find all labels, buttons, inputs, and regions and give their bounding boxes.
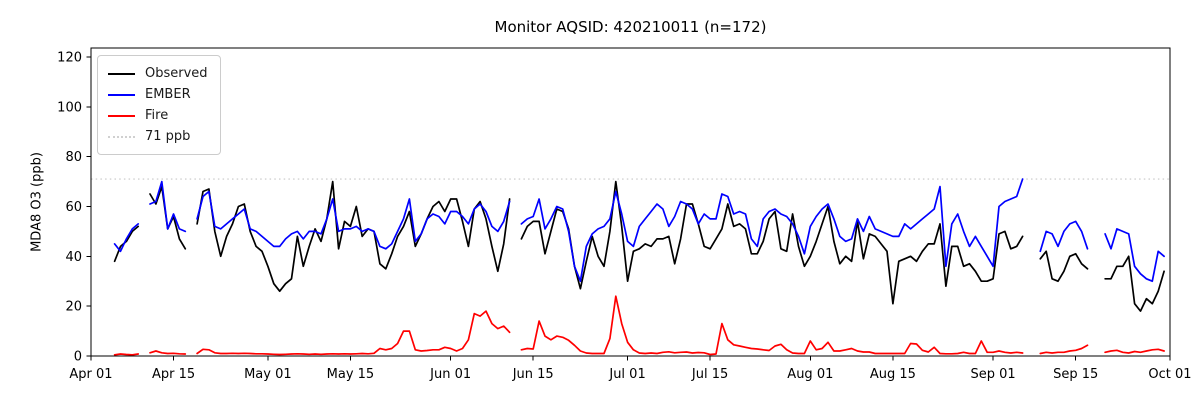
y-tick-label: 100 xyxy=(57,100,82,115)
x-tick-label: Jul 15 xyxy=(691,367,728,382)
x-tick-label: Apr 15 xyxy=(152,367,195,382)
y-tick-label: 0 xyxy=(74,350,82,365)
y-tick-label: 120 xyxy=(57,50,82,65)
x-tick-label: Sep 15 xyxy=(1053,367,1098,382)
x-tick-label: May 01 xyxy=(244,367,292,382)
fire-line xyxy=(113,295,1165,356)
legend-item-threshold: 71 ppb xyxy=(108,126,208,147)
x-tick-label: May 15 xyxy=(327,367,375,382)
y-tick-label: 60 xyxy=(65,200,82,215)
legend-label-observed: Observed xyxy=(145,66,208,81)
x-tick-label: Aug 01 xyxy=(787,367,833,382)
legend-item-fire: Fire xyxy=(108,105,208,126)
legend-label-fire: Fire xyxy=(145,108,169,123)
x-tick-label: Apr 01 xyxy=(69,367,112,382)
y-tick-label: 80 xyxy=(65,150,82,165)
legend-item-observed: Observed xyxy=(108,63,208,84)
x-tick-label: Jul 01 xyxy=(608,367,645,382)
legend-label-ember: EMBER xyxy=(145,87,191,102)
x-tick-label: Aug 15 xyxy=(870,367,916,382)
legend-label-threshold: 71 ppb xyxy=(145,129,191,144)
y-tick-label: 20 xyxy=(65,300,82,315)
legend: Observed EMBER Fire 71 ppb xyxy=(97,55,221,155)
x-tick-label: Jun 15 xyxy=(512,367,554,382)
chart-title: Monitor AQSID: 420210011 (n=172) xyxy=(494,18,767,36)
x-tick-label: Oct 01 xyxy=(1148,367,1191,382)
threshold-line-sample-icon xyxy=(108,135,135,138)
ember-line xyxy=(113,178,1165,283)
ember-line-sample-icon xyxy=(108,93,135,96)
x-tick-label: Sep 01 xyxy=(971,367,1016,382)
plot-frame xyxy=(90,47,1171,357)
observed-line-sample-icon xyxy=(108,72,135,75)
x-tick-label: Jun 01 xyxy=(429,367,471,382)
fire-line-sample-icon xyxy=(108,114,135,117)
legend-item-ember: EMBER xyxy=(108,84,208,105)
y-tick-label: 40 xyxy=(65,250,82,265)
